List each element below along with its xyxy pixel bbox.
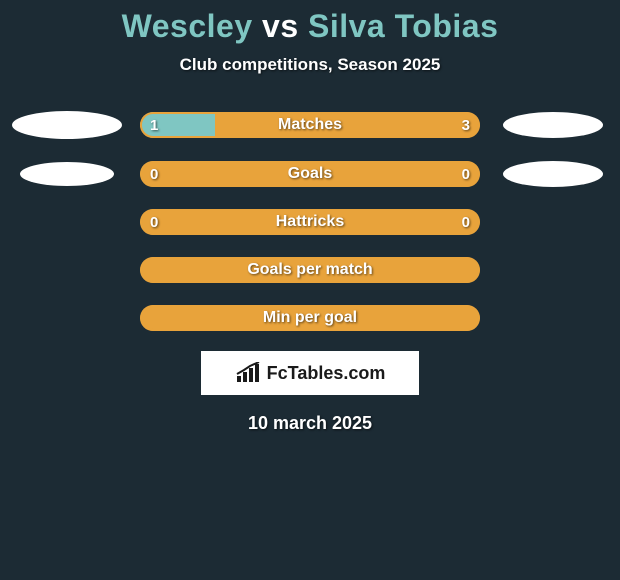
stat-row: 00Goals	[0, 161, 620, 187]
oval-slot-left	[12, 162, 122, 186]
bar-chart-icon	[235, 362, 261, 384]
oval-slot-left	[12, 111, 122, 139]
team-oval-left	[12, 111, 122, 139]
stat-row: 00Hattricks	[0, 209, 620, 235]
brand-text: FcTables.com	[267, 363, 386, 384]
brand-text-rest: Tables.com	[288, 363, 386, 383]
oval-slot-right	[498, 161, 608, 187]
title-vs: vs	[253, 8, 308, 44]
stat-bar: 00Goals	[140, 161, 480, 187]
title-player2: Silva Tobias	[308, 8, 498, 44]
stat-row: Min per goal	[0, 305, 620, 331]
stat-bar: Min per goal	[140, 305, 480, 331]
stat-row: 13Matches	[0, 111, 620, 139]
brand-box: FcTables.com	[201, 351, 419, 395]
stat-row: Goals per match	[0, 257, 620, 283]
comparison-infographic: Wescley vs Silva Tobias Club competition…	[0, 0, 620, 580]
team-oval-right	[503, 161, 603, 187]
team-oval-left	[20, 162, 114, 186]
page-title: Wescley vs Silva Tobias	[0, 0, 620, 45]
team-oval-right	[503, 112, 603, 138]
stat-bar: Goals per match	[140, 257, 480, 283]
brand-text-fc: Fc	[267, 363, 288, 383]
oval-slot-right	[498, 112, 608, 138]
stats-container: 13Matches 00Goals 00Hattricks Goals per mat…	[0, 111, 620, 331]
stat-label: Goals	[140, 161, 480, 187]
subtitle: Club competitions, Season 2025	[0, 55, 620, 75]
date-text: 10 march 2025	[0, 413, 620, 434]
stat-bar: 13Matches	[140, 112, 480, 138]
stat-label: Min per goal	[140, 305, 480, 331]
title-player1: Wescley	[122, 8, 253, 44]
stat-label: Goals per match	[140, 257, 480, 283]
stat-bar: 00Hattricks	[140, 209, 480, 235]
stat-label: Matches	[140, 112, 480, 138]
stat-label: Hattricks	[140, 209, 480, 235]
